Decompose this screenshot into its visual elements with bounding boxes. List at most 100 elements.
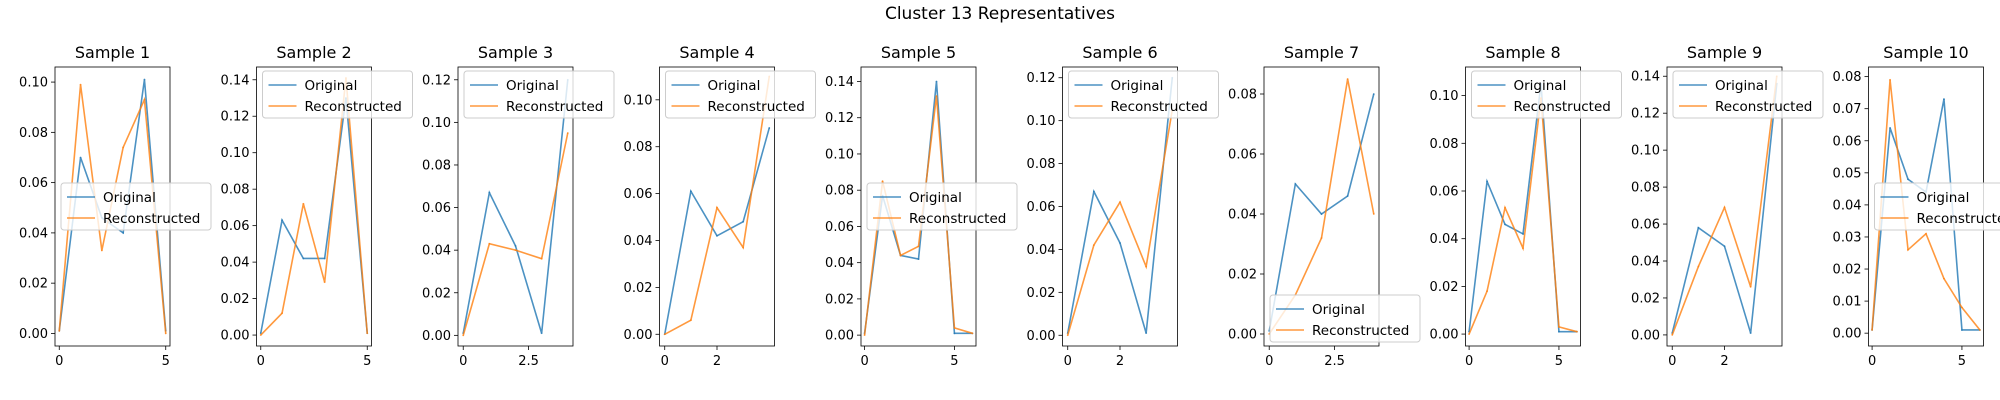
legend: Original Reconstructed	[60, 182, 212, 231]
data-point	[1294, 183, 1297, 185]
data-point	[899, 254, 902, 257]
data-point	[917, 245, 920, 248]
data-point	[1558, 330, 1560, 333]
x-tick-label: 5	[363, 354, 371, 369]
data-point	[100, 249, 103, 252]
data-point	[1145, 265, 1148, 268]
legend-box	[1672, 70, 1824, 119]
subplot-10: Sample 10 0.00 0.01 0.02 0.03 0.04 0.05 0.06 0.0…	[1833, 43, 2000, 369]
y-tick-label: 0.10	[624, 93, 653, 108]
subplot-title: Sample 9	[1687, 43, 1762, 62]
x-tick-label: 5	[162, 354, 170, 369]
data-point	[366, 332, 369, 335]
legend-box	[1068, 70, 1219, 119]
y-tick-label: 0.10	[1027, 114, 1056, 129]
data-point	[953, 332, 956, 335]
x-tick-label: 2	[713, 354, 721, 369]
data-point	[768, 127, 771, 129]
data-point	[1145, 332, 1148, 335]
x-tick-label: 0	[1668, 354, 1676, 369]
data-point	[1346, 195, 1349, 197]
y-tick-label: 0.08	[624, 140, 653, 155]
axes-frame	[1062, 66, 1178, 347]
data-point	[540, 332, 543, 335]
data-point	[58, 330, 61, 332]
subplot-1: Sample 1 0.00 0.02 0.04 0.06 0.08 0.10 0 5 Origin…	[19, 43, 212, 369]
legend-box	[1471, 70, 1622, 119]
data-point	[1871, 329, 1873, 331]
data-point	[79, 83, 82, 86]
y-tick-label: 0.06	[221, 219, 250, 234]
legend: Original Reconstructed	[866, 182, 1018, 231]
y-tick-label: 0.02	[422, 286, 451, 301]
y-tick-label: 0.10	[422, 116, 451, 131]
data-point	[488, 191, 491, 194]
data-point	[1697, 265, 1700, 268]
data-point	[935, 95, 938, 97]
legend-label: Original	[506, 78, 559, 94]
x-tick-label: 0	[459, 354, 467, 369]
subplot-title: Sample 3	[478, 43, 553, 62]
x-tick-label: 0	[860, 354, 868, 369]
y-tick-label: 0.00	[422, 329, 451, 344]
data-point	[1119, 201, 1121, 204]
y-tick-label: 0.00	[19, 327, 48, 342]
y-tick-label: 0.08	[19, 126, 48, 141]
y-tick-label: 0.14	[825, 75, 854, 90]
data-point	[1943, 277, 1945, 280]
data-point	[1889, 78, 1891, 81]
data-point	[122, 231, 125, 234]
x-tick-label: 2.5	[518, 354, 539, 369]
subplot-title: Sample 1	[75, 43, 150, 62]
legend-label: Reconstructed	[1917, 211, 2000, 227]
subplot-title: Sample 5	[881, 43, 956, 62]
y-tick-label: 0.10	[19, 76, 48, 91]
legend: Original Reconstructed	[1068, 70, 1219, 119]
y-tick-label: 0.00	[1833, 327, 1862, 342]
data-point	[1504, 206, 1506, 209]
data-point	[1320, 237, 1323, 239]
subplot-title: Sample 4	[679, 43, 754, 62]
subplot-title: Sample 10	[1883, 43, 1968, 62]
y-tick-label: 0.12	[1631, 107, 1660, 122]
y-tick-label: 0.08	[1631, 181, 1660, 196]
legend: Original Reconstructed	[1269, 294, 1421, 343]
subplot-2: Sample 2 0.00 0.02 0.04 0.06 0.08 0.10 0.12 0.14…	[221, 43, 413, 369]
x-tick-label: 0	[1465, 354, 1473, 369]
y-tick-label: 0.01	[1833, 295, 1862, 310]
y-tick-label: 0.12	[422, 73, 451, 88]
series-line-reconstructed	[260, 77, 369, 336]
axes-frame	[1666, 66, 1783, 347]
data-point	[1558, 326, 1560, 328]
data-point	[953, 326, 956, 329]
legend-box	[1269, 294, 1421, 343]
subplot-5: Sample 5 0.00 0.02 0.04 0.06 0.08 0.10 0.12 0.14…	[825, 43, 1018, 369]
axes-frame	[457, 66, 574, 347]
data-point	[689, 190, 692, 193]
legend-label: Reconstructed	[1715, 99, 1812, 115]
legend-box	[866, 182, 1018, 231]
axes-frame	[256, 66, 372, 347]
data-point	[881, 180, 884, 183]
y-tick-label: 0.04	[624, 234, 653, 249]
data-point	[742, 220, 745, 223]
y-tick-label: 0.02	[1430, 280, 1459, 295]
legend-box	[262, 70, 413, 119]
y-tick-label: 0.00	[221, 329, 250, 344]
figure-title: Cluster 13 Representatives	[884, 4, 1116, 24]
subplot-7: Sample 7 0.00 0.02 0.04 0.06 0.08 0 2.5 Original…	[1228, 43, 1421, 369]
legend-label: Original	[1514, 78, 1567, 94]
data-point	[1486, 180, 1488, 183]
x-tick-label: 5	[1958, 354, 1966, 369]
data-point	[742, 246, 745, 249]
y-tick-label: 0.02	[221, 292, 250, 307]
legend: Original Reconstructed	[463, 70, 615, 119]
data-point	[488, 242, 491, 245]
y-tick-label: 0.06	[422, 201, 451, 216]
x-tick-label: 2	[1720, 354, 1728, 369]
data-point	[122, 146, 125, 149]
x-tick-label: 5	[1555, 354, 1563, 369]
data-point	[1468, 333, 1470, 335]
data-point	[1961, 329, 1963, 331]
